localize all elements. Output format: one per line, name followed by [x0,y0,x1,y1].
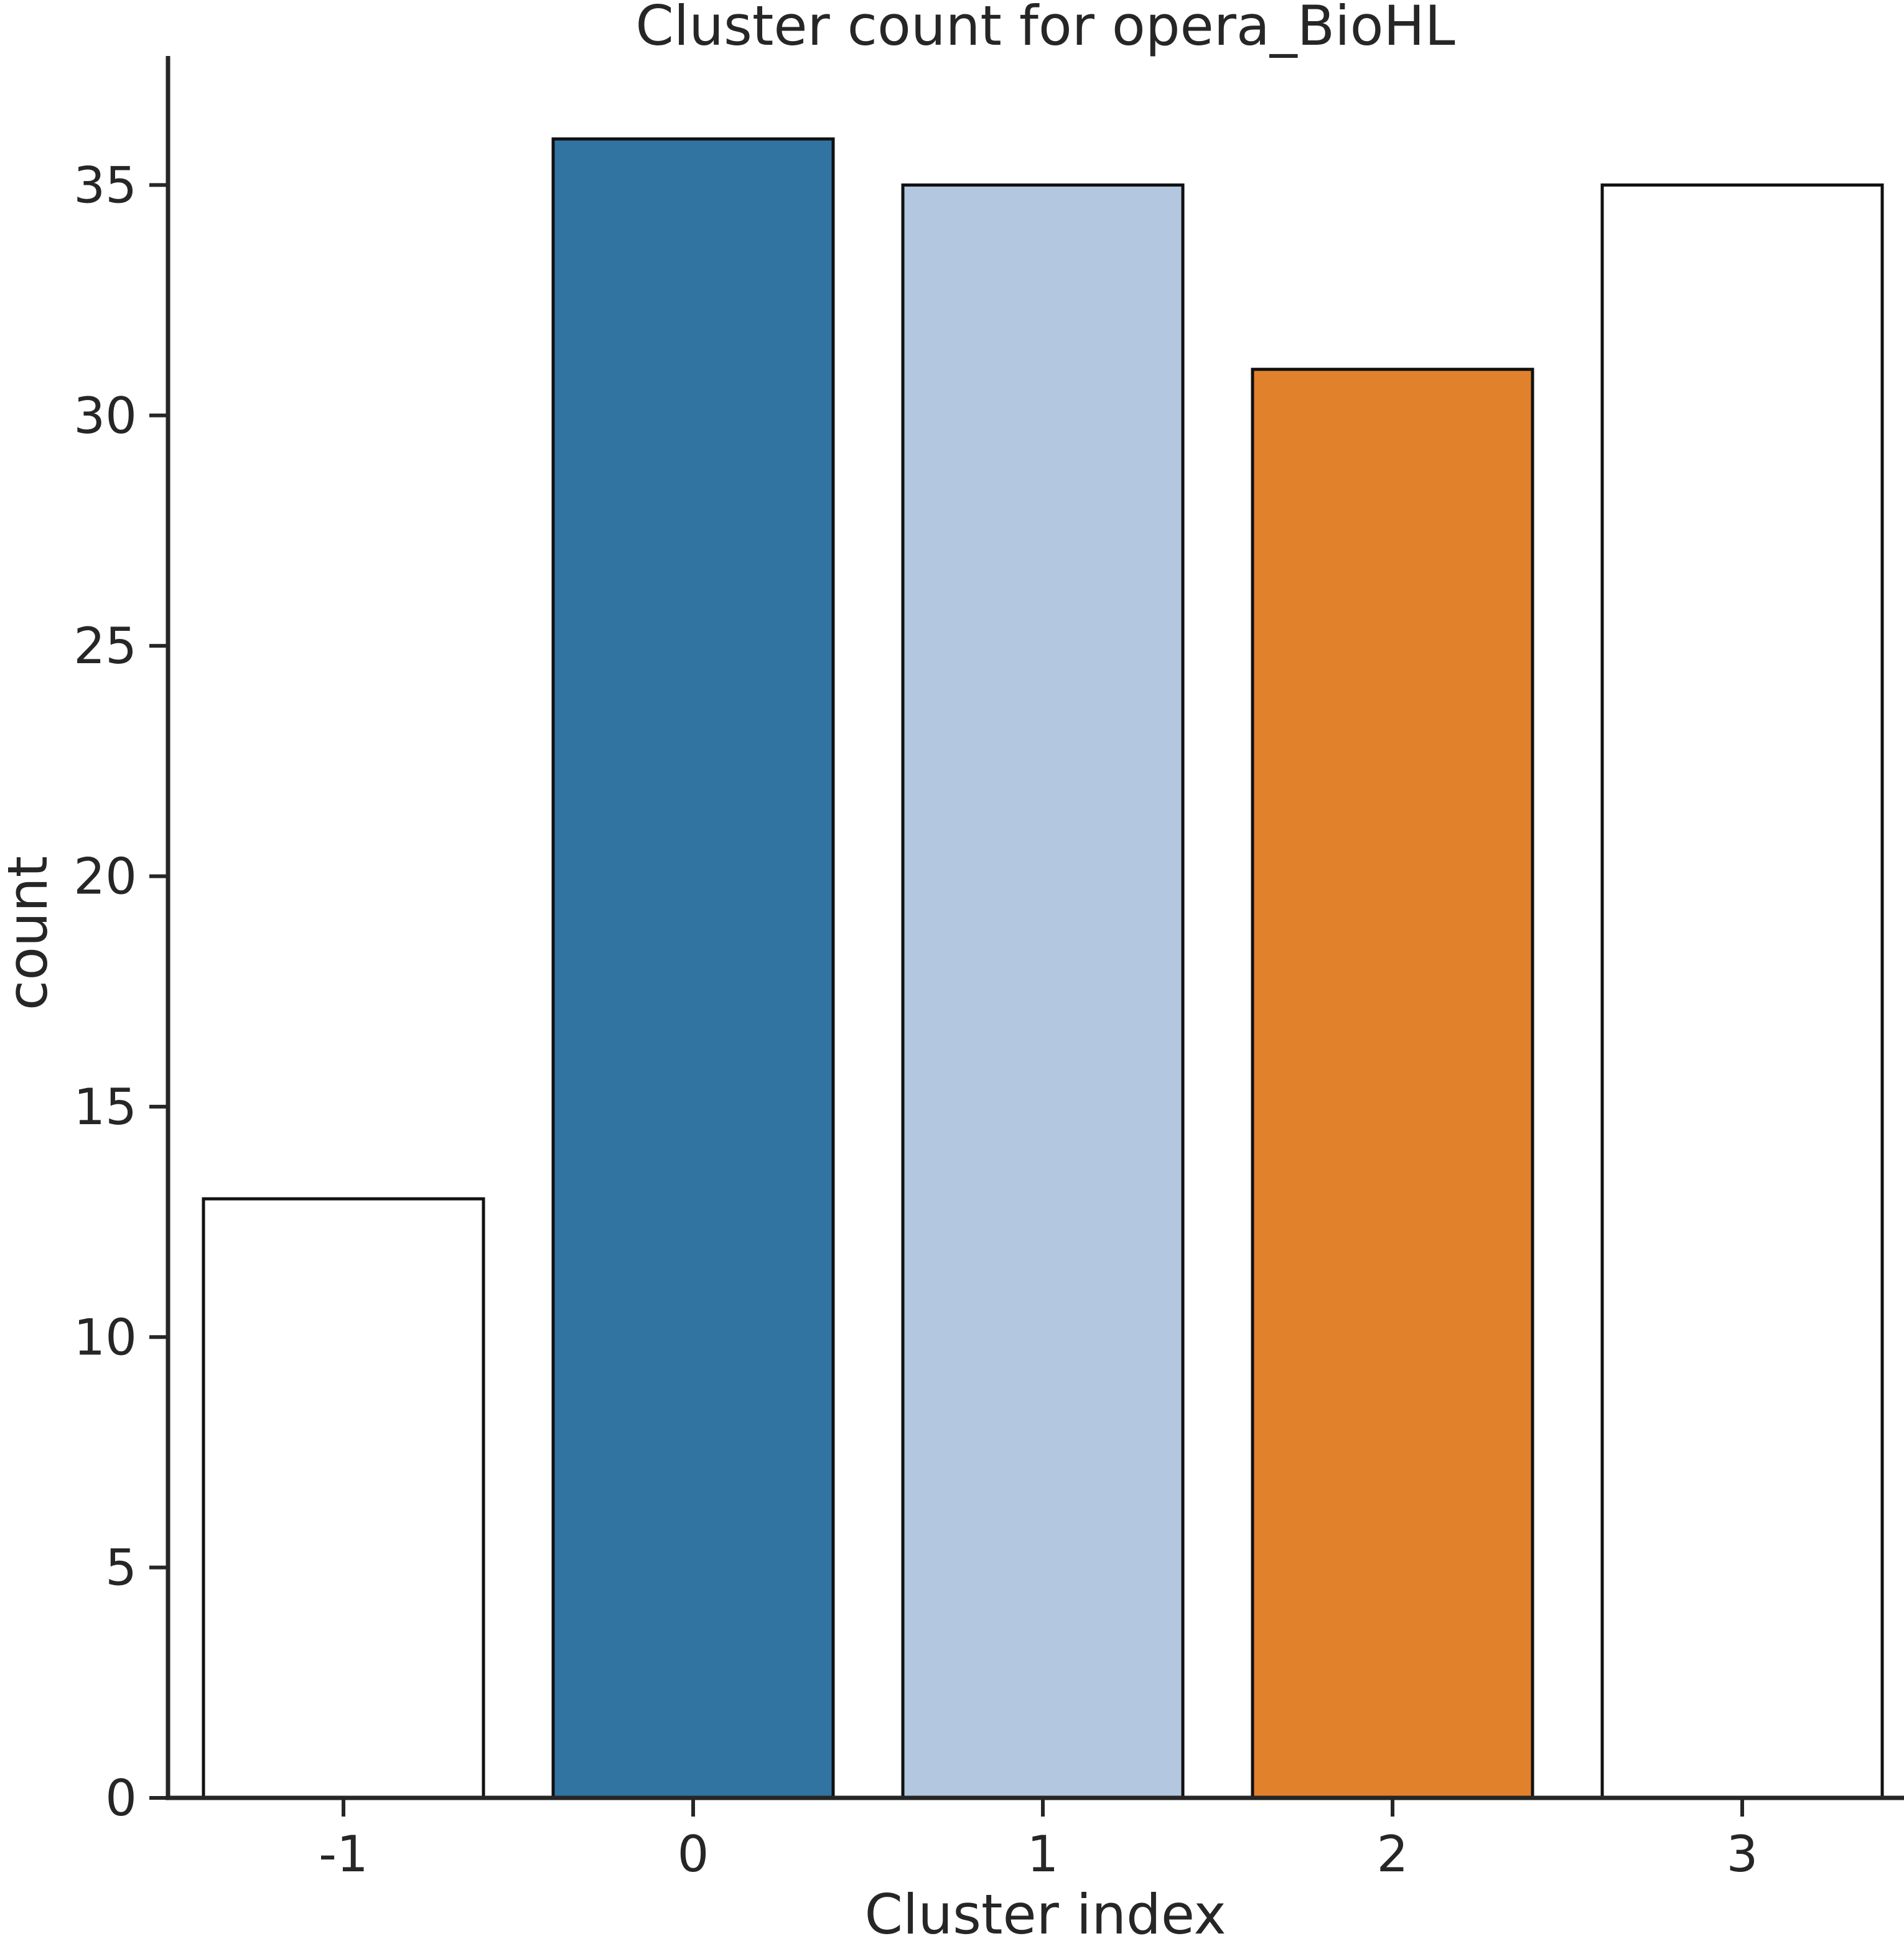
bar-cluster-2 [1251,368,1534,1800]
bars-group [202,137,1884,1800]
bar-cluster-3 [1600,183,1884,1800]
x-tick-label: 0 [678,1825,709,1883]
y-tick-label: 30 [73,387,137,445]
x-axis-title: Cluster index [864,1882,1226,1936]
y-tick-label: 5 [105,1539,137,1597]
y-tick-label: 0 [105,1769,137,1827]
y-axis-title: count [0,856,60,1010]
chart-title: Cluster count for opera_BioHL [635,0,1455,58]
x-tick-label: -1 [319,1825,368,1883]
y-tick-label: 35 [73,156,137,214]
y-axis-ticks: 0 5 10 15 20 25 30 35 [73,156,168,1827]
x-tick-label: 3 [1727,1825,1758,1883]
y-tick-label: 15 [73,1078,137,1136]
x-tick-label: 1 [1027,1825,1059,1883]
x-axis-ticks: -1 0 1 2 3 [319,1798,1758,1883]
x-tick-label: 2 [1377,1825,1409,1883]
y-tick-label: 20 [73,848,137,906]
bar-cluster-0 [551,137,835,1800]
bar-cluster-1 [901,183,1185,1800]
y-tick-label: 25 [73,617,137,675]
bar-cluster--1 [202,1197,485,1800]
y-tick-label: 10 [73,1308,137,1366]
